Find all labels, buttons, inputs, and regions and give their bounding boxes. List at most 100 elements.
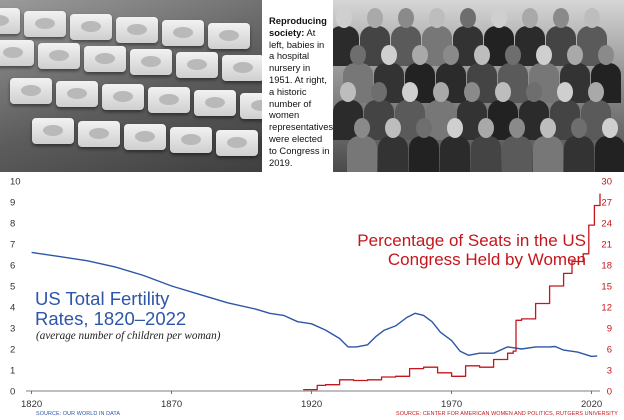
person-head <box>602 118 618 138</box>
left-tick-label: 6 <box>10 261 15 272</box>
person-head <box>433 82 449 102</box>
fertility-title: US Total Fertility Rates, 1820–2022 <box>35 288 187 329</box>
person-torso <box>471 136 501 172</box>
person-torso <box>595 136 624 172</box>
left-tick-label: 1 <box>10 366 15 377</box>
x-tick-label: 1920 <box>301 399 322 410</box>
fertility-line <box>31 251 598 358</box>
congress-photo <box>333 0 624 172</box>
nursery-photo <box>0 0 262 172</box>
right-tick-label: 15 <box>601 282 612 293</box>
left-tick-label: 3 <box>10 324 15 335</box>
person-head <box>367 8 383 28</box>
crib-shape <box>84 46 126 72</box>
x-tick-label: 2020 <box>581 399 602 410</box>
caption-text: At left, babies in a hospital nursery in… <box>269 26 334 168</box>
x-tick-label: 1820 <box>21 399 42 410</box>
person-head <box>588 82 604 102</box>
person-head <box>416 118 432 138</box>
crib-shape <box>176 52 218 78</box>
person-shape <box>595 118 624 172</box>
person-head <box>340 82 356 102</box>
source-left-text: OUR WORLD IN DATA <box>62 411 121 417</box>
person-head <box>460 8 476 28</box>
person-head <box>584 8 600 28</box>
person-shape <box>564 118 594 172</box>
person-head <box>402 82 418 102</box>
person-torso <box>378 136 408 172</box>
crib-shape <box>10 78 52 104</box>
person-head <box>478 118 494 138</box>
crib-shape <box>116 17 158 43</box>
person-head <box>571 118 587 138</box>
person-head <box>474 45 490 65</box>
crib-shape <box>124 124 166 150</box>
congress-line <box>303 193 601 391</box>
right-tick-label: 18 <box>601 261 612 272</box>
person-head <box>381 45 397 65</box>
right-tick-label: 21 <box>601 240 612 251</box>
person-head <box>491 8 507 28</box>
person-head <box>536 45 552 65</box>
person-torso <box>564 136 594 172</box>
person-head <box>350 45 366 65</box>
crib-shape <box>78 121 120 147</box>
right-tick-label: 0 <box>607 387 612 398</box>
person-torso <box>533 136 563 172</box>
crib-shape <box>32 118 74 144</box>
person-head <box>522 8 538 28</box>
person-head <box>429 8 445 28</box>
crib-shape <box>216 130 258 156</box>
person-head <box>505 45 521 65</box>
crib-shape <box>0 40 34 66</box>
person-head <box>385 118 401 138</box>
source-left: SOURCE: OUR WORLD IN DATA <box>36 411 120 417</box>
source-right-text: CENTER FOR AMERICAN WOMEN AND POLITICS, … <box>422 411 618 417</box>
person-shape <box>502 118 532 172</box>
right-tick-label: 9 <box>607 324 612 335</box>
left-tick-label: 5 <box>10 282 15 293</box>
person-shape <box>581 82 611 140</box>
person-shape <box>409 118 439 172</box>
congress-title: Percentage of Seats in the US Congress H… <box>357 231 586 269</box>
left-tick-label: 0 <box>10 387 15 398</box>
left-tick-label: 9 <box>10 198 15 209</box>
person-shape <box>378 118 408 172</box>
person-torso <box>440 136 470 172</box>
crib-shape <box>170 127 212 153</box>
person-head <box>509 118 525 138</box>
crib-shape <box>24 11 66 37</box>
source-right-label: SOURCE: <box>396 411 422 417</box>
right-tick-label: 6 <box>607 345 612 356</box>
person-shape <box>440 118 470 172</box>
crib-shape <box>222 55 262 81</box>
crib-shape <box>240 93 262 119</box>
person-torso <box>502 136 532 172</box>
crib-shape <box>208 23 250 49</box>
person-head <box>598 45 614 65</box>
crib-shape <box>102 84 144 110</box>
left-tick-label: 2 <box>10 345 15 356</box>
person-head <box>398 8 414 28</box>
left-tick-label: 7 <box>10 240 15 251</box>
person-head <box>495 82 511 102</box>
right-tick-label: 27 <box>601 198 612 209</box>
left-tick-label: 10 <box>10 177 21 188</box>
caption-bold: Reproducing society: <box>269 15 327 38</box>
crib-shape <box>70 14 112 40</box>
person-head <box>371 82 387 102</box>
crib-shape <box>0 8 20 34</box>
crib-shape <box>130 49 172 75</box>
right-tick-label: 12 <box>601 303 612 314</box>
crib-shape <box>148 87 190 113</box>
crib-shape <box>38 43 80 69</box>
person-shape <box>347 118 377 172</box>
person-torso <box>347 136 377 172</box>
person-head <box>557 82 573 102</box>
person-head <box>553 8 569 28</box>
person-head <box>336 8 352 28</box>
person-shape <box>471 118 501 172</box>
person-head <box>443 45 459 65</box>
person-shape <box>533 118 563 172</box>
